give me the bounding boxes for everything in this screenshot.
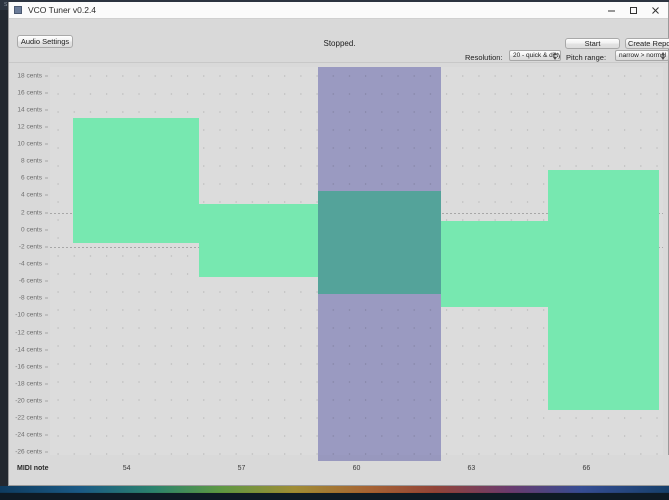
chart-band-span-2: [199, 204, 319, 277]
y-axis-tick: [45, 212, 48, 214]
y-axis-tick: [45, 246, 48, 248]
y-axis-label: -2 cents: [18, 243, 42, 251]
y-axis-tick: [45, 229, 48, 231]
y-axis-label: 18 cents: [17, 72, 42, 80]
y-axis-label: -12 cents: [15, 329, 42, 337]
pitch-range-value: narrow > normal ...: [619, 52, 669, 59]
y-axis-tick: [45, 280, 48, 282]
y-axis-label: -8 cents: [18, 294, 42, 302]
minimize-icon[interactable]: [600, 2, 622, 18]
y-axis-tick: [45, 383, 48, 385]
status-text: Stopped.: [323, 39, 356, 48]
audio-settings-button[interactable]: Audio Settings: [17, 35, 73, 48]
chart-band-span-1: [72, 118, 200, 243]
y-axis-tick: [45, 194, 48, 196]
x-axis-title: MIDI note: [17, 465, 49, 472]
y-axis-label: -4 cents: [18, 260, 42, 268]
resolution-value: 20 - quick & dirty: [513, 52, 561, 59]
y-axis-label: -24 cents: [15, 431, 42, 439]
y-axis-tick: [45, 349, 48, 351]
y-axis-tick: [45, 92, 48, 94]
y-axis-label: 10 cents: [17, 140, 42, 148]
y-axis-tick: [45, 451, 48, 453]
y-axis-label: 12 cents: [17, 123, 42, 131]
close-icon[interactable]: [644, 2, 666, 18]
x-axis: MIDI note 54 57 60 63 66: [9, 455, 669, 485]
y-axis-label: -18 cents: [15, 380, 42, 388]
y-axis-tick: [45, 417, 48, 419]
y-axis-tick: [45, 160, 48, 162]
resolution-select[interactable]: 20 - quick & dirty: [509, 50, 561, 61]
create-report-button[interactable]: Create Report: [625, 38, 669, 49]
app-window: VCO Tuner v0.2.4 Audio Settings Stopped.…: [8, 2, 669, 486]
stepper-arrows-icon: [660, 52, 666, 60]
y-axis-label: -10 cents: [15, 311, 42, 319]
y-axis-label: 2 cents: [21, 209, 42, 217]
x-axis-label: 63: [467, 465, 476, 472]
y-axis-label: 6 cents: [21, 174, 42, 182]
plot-canvas[interactable]: [50, 67, 663, 461]
y-axis: 18 cents 16 cents 14 cents 12 cents 10 cents…: [9, 67, 50, 461]
x-axis-label: 57: [237, 465, 246, 472]
y-axis-label: -14 cents: [15, 346, 42, 354]
y-axis-label: 16 cents: [17, 89, 42, 97]
y-axis-label: 4 cents: [21, 191, 42, 199]
plot-area: 18 cents 16 cents 14 cents 12 cents 10 cents…: [9, 63, 669, 485]
maximize-icon[interactable]: [622, 2, 644, 18]
y-axis-tick: [45, 75, 48, 77]
y-axis-label: 8 cents: [21, 157, 42, 165]
x-axis-label: 60: [352, 465, 361, 472]
y-axis-label: -26 cents: [15, 448, 42, 456]
x-axis-label: 54: [122, 465, 131, 472]
title-bar: VCO Tuner v0.2.4: [9, 2, 668, 19]
chart-band-span-4: [440, 221, 549, 307]
y-axis-tick: [45, 109, 48, 111]
y-axis-tick: [45, 366, 48, 368]
pitch-range-select[interactable]: narrow > normal ...: [615, 50, 669, 61]
y-axis-tick: [45, 177, 48, 179]
y-axis-label: -16 cents: [15, 363, 42, 371]
stepper-arrows-icon: [552, 52, 558, 60]
y-axis-label: -6 cents: [18, 277, 42, 285]
chart-band-span-5: [548, 169, 660, 410]
y-axis-tick: [45, 126, 48, 128]
pitch-range-label: Pitch range:: [566, 53, 607, 62]
toolbar: Audio Settings Stopped. Start Create Rep…: [9, 19, 669, 63]
y-axis-tick: [45, 332, 48, 334]
y-axis-tick: [45, 143, 48, 145]
start-button[interactable]: Start: [565, 38, 620, 49]
y-axis-label: 14 cents: [17, 106, 42, 114]
y-axis-tick: [45, 263, 48, 265]
window-title: VCO Tuner v0.2.4: [28, 5, 97, 15]
app-icon: [14, 6, 22, 14]
y-axis-tick: [45, 297, 48, 299]
y-axis-tick: [45, 400, 48, 402]
y-axis-tick: [45, 434, 48, 436]
desktop-color-strip: [0, 486, 669, 493]
resolution-label: Resolution:: [465, 53, 503, 62]
y-axis-label: -22 cents: [15, 414, 42, 422]
y-axis-tick: [45, 314, 48, 316]
chart-band-pitch-range-highlight: [318, 67, 441, 461]
x-axis-label: 66: [582, 465, 591, 472]
y-axis-label: -20 cents: [15, 397, 42, 405]
y-axis-label: 0 cents: [21, 226, 42, 234]
